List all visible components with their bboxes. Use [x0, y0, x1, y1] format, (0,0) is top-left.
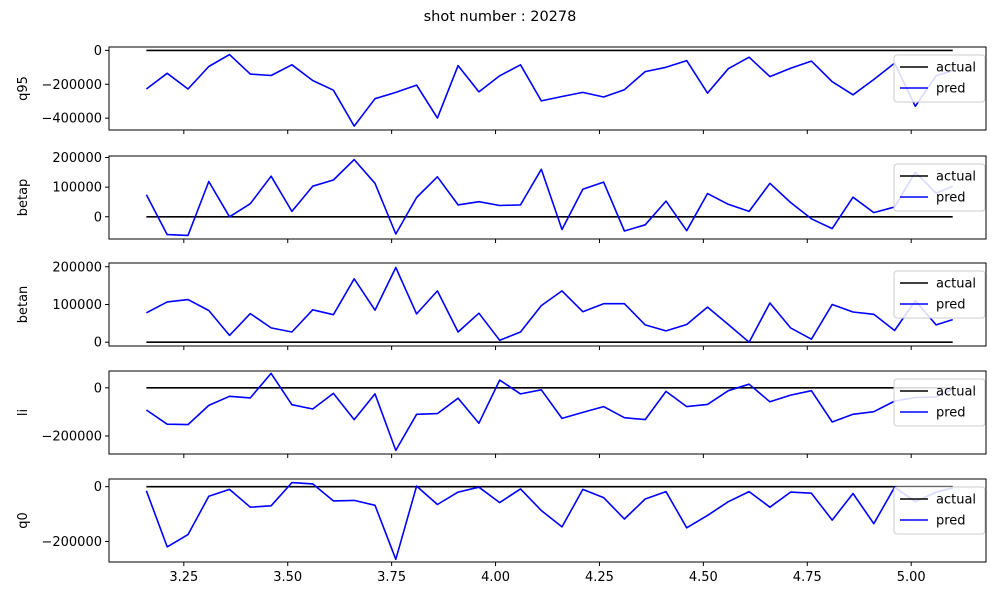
series-line-pred-q0: [145, 481, 953, 561]
legend-label-pred: pred: [936, 406, 966, 421]
axes-frame-q0: [108, 478, 987, 563]
ytick-label-betan: 0: [94, 336, 102, 351]
legend-label-pred: pred: [936, 514, 966, 529]
legend-label-pred: pred: [936, 82, 966, 97]
ylabel-q0: q0: [16, 512, 31, 529]
ytick-label-li: −200000: [41, 429, 102, 444]
legend-label-pred: pred: [936, 298, 966, 313]
ytick-label-q95: −200000: [41, 78, 102, 93]
xtick-label: 4.50: [689, 570, 718, 585]
ytick-label-betap: 0: [94, 210, 102, 225]
ytick-label-betap: 200000: [52, 151, 102, 166]
xtick-label: 4.25: [585, 570, 614, 585]
ytick-label-q95: −400000: [41, 112, 102, 127]
series-line-pred-q95: [145, 53, 953, 127]
ytick-label-betap: 100000: [52, 181, 102, 196]
ylabel-li: li: [16, 409, 31, 416]
legend-label-actual: actual: [936, 277, 976, 292]
xtick-label: 5.00: [897, 570, 926, 585]
legend-label-pred: pred: [936, 191, 966, 206]
xtick-label: 3.25: [169, 570, 198, 585]
legend-label-actual: actual: [936, 493, 976, 508]
ylabel-q95: q95: [16, 76, 31, 101]
ylabel-betan: betan: [16, 286, 31, 324]
xtick-label: 4.75: [793, 570, 822, 585]
ytick-label-q0: −200000: [41, 535, 102, 550]
series-line-pred-betap: [145, 158, 954, 237]
ytick-label-q95: 0: [94, 44, 102, 59]
xtick-label: 4.00: [481, 570, 510, 585]
axes-frame-li: [108, 370, 987, 455]
xtick-label: 3.75: [377, 570, 406, 585]
axes-frame-betap: [108, 155, 987, 240]
ylabel-betap: betap: [16, 179, 31, 217]
figure-title: shot number : 20278: [423, 9, 577, 25]
xtick-label: 3.50: [273, 570, 302, 585]
legend-label-actual: actual: [936, 385, 976, 400]
ytick-label-betan: 100000: [52, 298, 102, 313]
legend-label-actual: actual: [936, 61, 976, 76]
series-line-pred-betan: [146, 266, 953, 344]
axes-frame-q95: [108, 46, 987, 131]
ytick-label-q0: 0: [94, 480, 102, 495]
ytick-label-li: 0: [94, 381, 102, 396]
series-line-pred-li: [145, 372, 954, 452]
legend-label-actual: actual: [936, 170, 976, 185]
ytick-label-betan: 200000: [52, 260, 102, 275]
axes-frame-betan: [108, 262, 987, 347]
